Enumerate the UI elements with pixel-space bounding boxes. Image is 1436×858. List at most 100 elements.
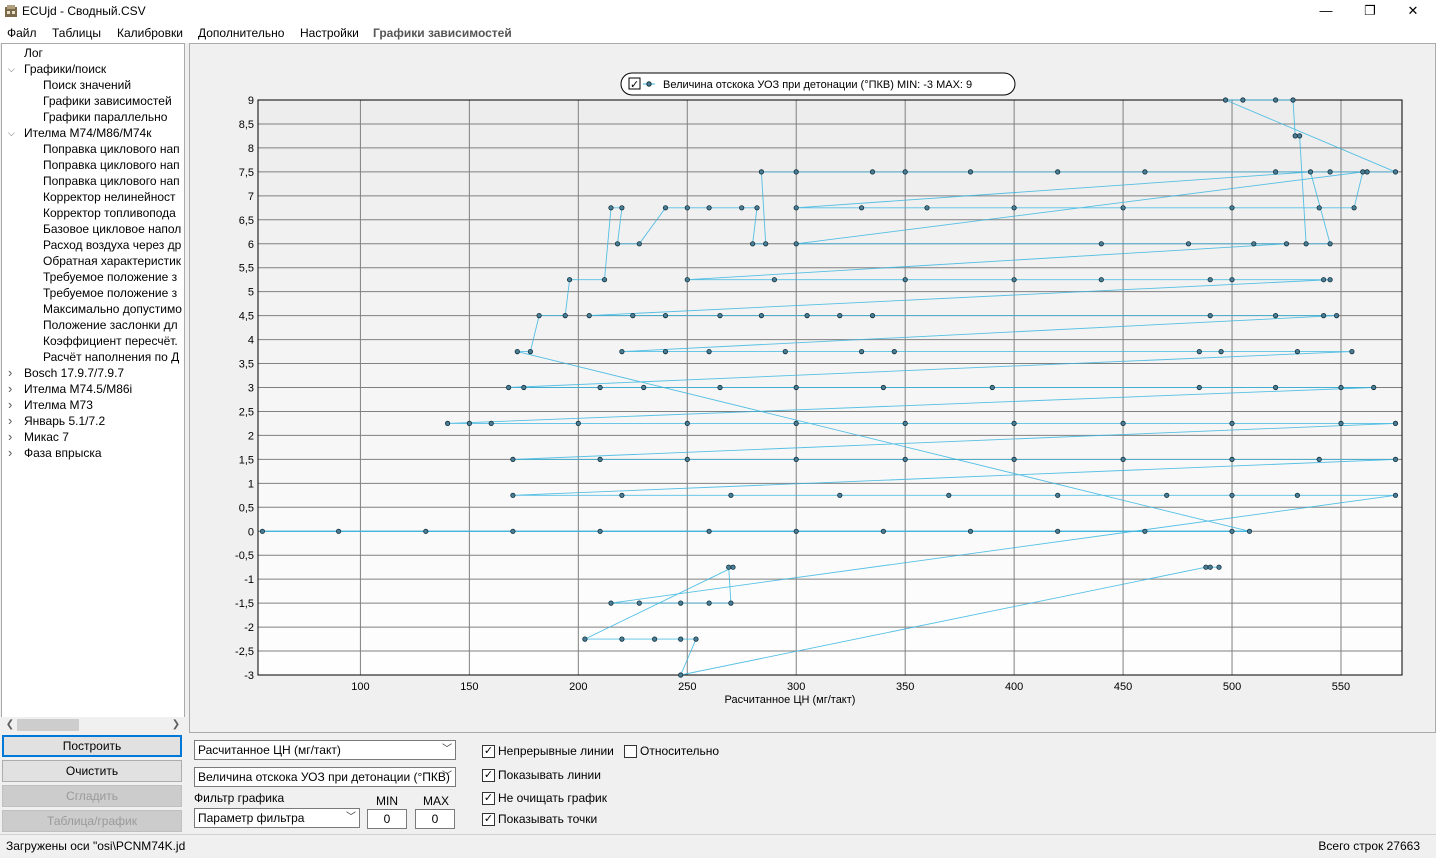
- data-point: [510, 456, 516, 462]
- tree-item[interactable]: Расход воздуха через др: [43, 238, 182, 252]
- tree-item[interactable]: Микас 7: [24, 430, 69, 444]
- data-point: [678, 636, 684, 642]
- tree-item[interactable]: Максимально допустимо: [43, 302, 182, 316]
- x-axis-select[interactable]: Расчитанное ЦН (мг/такт) ﹀: [194, 740, 456, 760]
- scrollbar-thumb[interactable]: [17, 719, 79, 731]
- y-axis-select[interactable]: Величина отскока УОЗ при детонации (°ПКВ…: [194, 767, 456, 787]
- relative-checkbox[interactable]: Относительно: [624, 744, 719, 760]
- legend-marker: [646, 81, 652, 87]
- tree-item[interactable]: Корректор нелинейност: [43, 190, 176, 204]
- data-point: [793, 241, 799, 247]
- menu-extra[interactable]: Дополнительно: [198, 26, 285, 40]
- plot-band: [258, 459, 1402, 484]
- keep-graph-checkbox[interactable]: ✓ Не очищать график: [482, 791, 607, 805]
- y-tick-label: 6,5: [239, 215, 254, 227]
- data-point: [619, 492, 625, 498]
- menu-file[interactable]: Файл: [7, 26, 37, 40]
- data-point: [641, 384, 647, 391]
- tree-item[interactable]: Графики зависимостей: [43, 94, 172, 108]
- max-input[interactable]: 0: [415, 809, 455, 829]
- data-point: [837, 312, 843, 319]
- tree-item[interactable]: Требуемое положение з: [43, 286, 178, 300]
- collapse-arrow-icon[interactable]: ›: [8, 429, 13, 444]
- tree-item[interactable]: Поправка циклового нап: [43, 142, 180, 156]
- y-tick-label: -1: [244, 574, 254, 586]
- collapse-arrow-icon[interactable]: ›: [8, 381, 13, 396]
- data-point: [706, 528, 712, 534]
- tree-item[interactable]: Ителма M74/M86/M74к: [24, 126, 152, 140]
- plot-band: [258, 219, 1402, 244]
- collapse-arrow-icon[interactable]: ›: [8, 413, 13, 428]
- show-lines-checkbox[interactable]: ✓ Показывать линии: [482, 768, 601, 782]
- data-point: [1251, 241, 1257, 247]
- clear-button[interactable]: Очистить: [2, 760, 182, 782]
- minimize-button[interactable]: —: [1303, 0, 1349, 23]
- tree-item[interactable]: Положение заслонки дл: [43, 318, 178, 332]
- tree-item[interactable]: Январь 5.1/7.2: [24, 414, 106, 428]
- tree-item[interactable]: Bosch 17.9.7/7.9.7: [24, 366, 125, 380]
- check-icon: ✓: [482, 769, 495, 782]
- tree-item[interactable]: Поправка циклового нап: [43, 174, 180, 188]
- plot-band: [258, 555, 1402, 580]
- data-point: [1392, 169, 1399, 175]
- tree-item[interactable]: Требуемое положение з: [43, 270, 178, 284]
- smooth-button[interactable]: Сгладить: [2, 785, 182, 807]
- min-input[interactable]: 0: [367, 809, 407, 829]
- tree-item[interactable]: Графики/поиск: [24, 62, 107, 76]
- menu-calibrations[interactable]: Калибровки: [117, 26, 183, 40]
- data-point: [1207, 564, 1213, 570]
- x-tick-label: 200: [569, 681, 587, 693]
- data-point: [1371, 384, 1377, 391]
- tree-item[interactable]: Лог: [24, 46, 43, 60]
- tree-item[interactable]: Корректор топливопода: [43, 206, 176, 220]
- data-point: [902, 456, 908, 462]
- plot-band: [258, 651, 1402, 675]
- tree-item[interactable]: Поиск значений: [43, 78, 132, 92]
- expand-arrow-icon[interactable]: ⌵: [8, 64, 15, 74]
- plot-band: [258, 100, 1402, 124]
- menu-dependency-graphs[interactable]: Графики зависимостей: [373, 26, 512, 40]
- table-graph-button[interactable]: Таблица/график: [2, 810, 182, 832]
- show-points-checkbox[interactable]: ✓ Показывать точки: [482, 812, 598, 826]
- data-point: [1246, 528, 1253, 534]
- x-tick-label: 550: [1332, 681, 1350, 693]
- tree-item[interactable]: Ителма M74.5/M86i: [24, 382, 133, 396]
- tree-item[interactable]: Графики параллельно: [43, 110, 168, 124]
- close-button[interactable]: ✕: [1390, 0, 1436, 23]
- tree-item[interactable]: Расчёт наполнения по Д: [43, 350, 180, 364]
- filter-select[interactable]: Параметр фильтра ﹀: [194, 808, 360, 828]
- data-point: [1055, 528, 1061, 534]
- navigation-tree: Лог ⌵ Графики/поиск Поиск значений Графики з…: [1, 43, 185, 733]
- tree-item[interactable]: Базовое цикловое напол: [43, 222, 182, 236]
- data-point: [726, 564, 732, 570]
- legend-checkbox[interactable]: [628, 77, 641, 90]
- tree-item[interactable]: Коэффициент пересчёт.: [43, 334, 178, 348]
- dependency-chart[interactable]: 100 150 200 250 300 350 400 450 500 550-3-2,5-2-1…: [190, 44, 1435, 732]
- build-button[interactable]: Построить: [2, 735, 182, 757]
- tree-horizontal-scrollbar[interactable]: ❮ ❯: [1, 717, 185, 733]
- collapse-arrow-icon[interactable]: ›: [8, 445, 13, 460]
- max-label: MAX: [423, 794, 450, 808]
- data-point: [1360, 169, 1366, 175]
- data-point: [510, 492, 516, 498]
- data-point: [1120, 205, 1126, 211]
- restore-button[interactable]: ❐: [1347, 0, 1393, 23]
- data-point: [514, 348, 520, 355]
- data-point: [608, 600, 614, 606]
- collapse-arrow-icon[interactable]: ›: [8, 397, 13, 412]
- menu-tables[interactable]: Таблицы: [52, 26, 102, 40]
- data-point: [1185, 241, 1192, 247]
- scroll-left-icon[interactable]: ❮: [5, 719, 15, 730]
- continuous-lines-checkbox[interactable]: ✓ Непрерывные линии: [482, 744, 614, 758]
- expand-arrow-icon[interactable]: ⌵: [8, 128, 15, 138]
- data-point: [1098, 277, 1104, 283]
- scroll-right-icon[interactable]: ❯: [171, 719, 181, 730]
- menu-settings[interactable]: Настройки: [300, 26, 359, 40]
- tree-item[interactable]: Фаза впрыска: [24, 446, 102, 460]
- data-point: [1392, 420, 1399, 426]
- tree-item[interactable]: Поправка циклового нап: [43, 158, 180, 172]
- collapse-arrow-icon[interactable]: ›: [8, 365, 13, 380]
- y-tick-label: 6: [248, 239, 254, 251]
- tree-item[interactable]: Обратная характеристик: [43, 254, 182, 268]
- tree-item[interactable]: Ителма M73: [24, 398, 93, 412]
